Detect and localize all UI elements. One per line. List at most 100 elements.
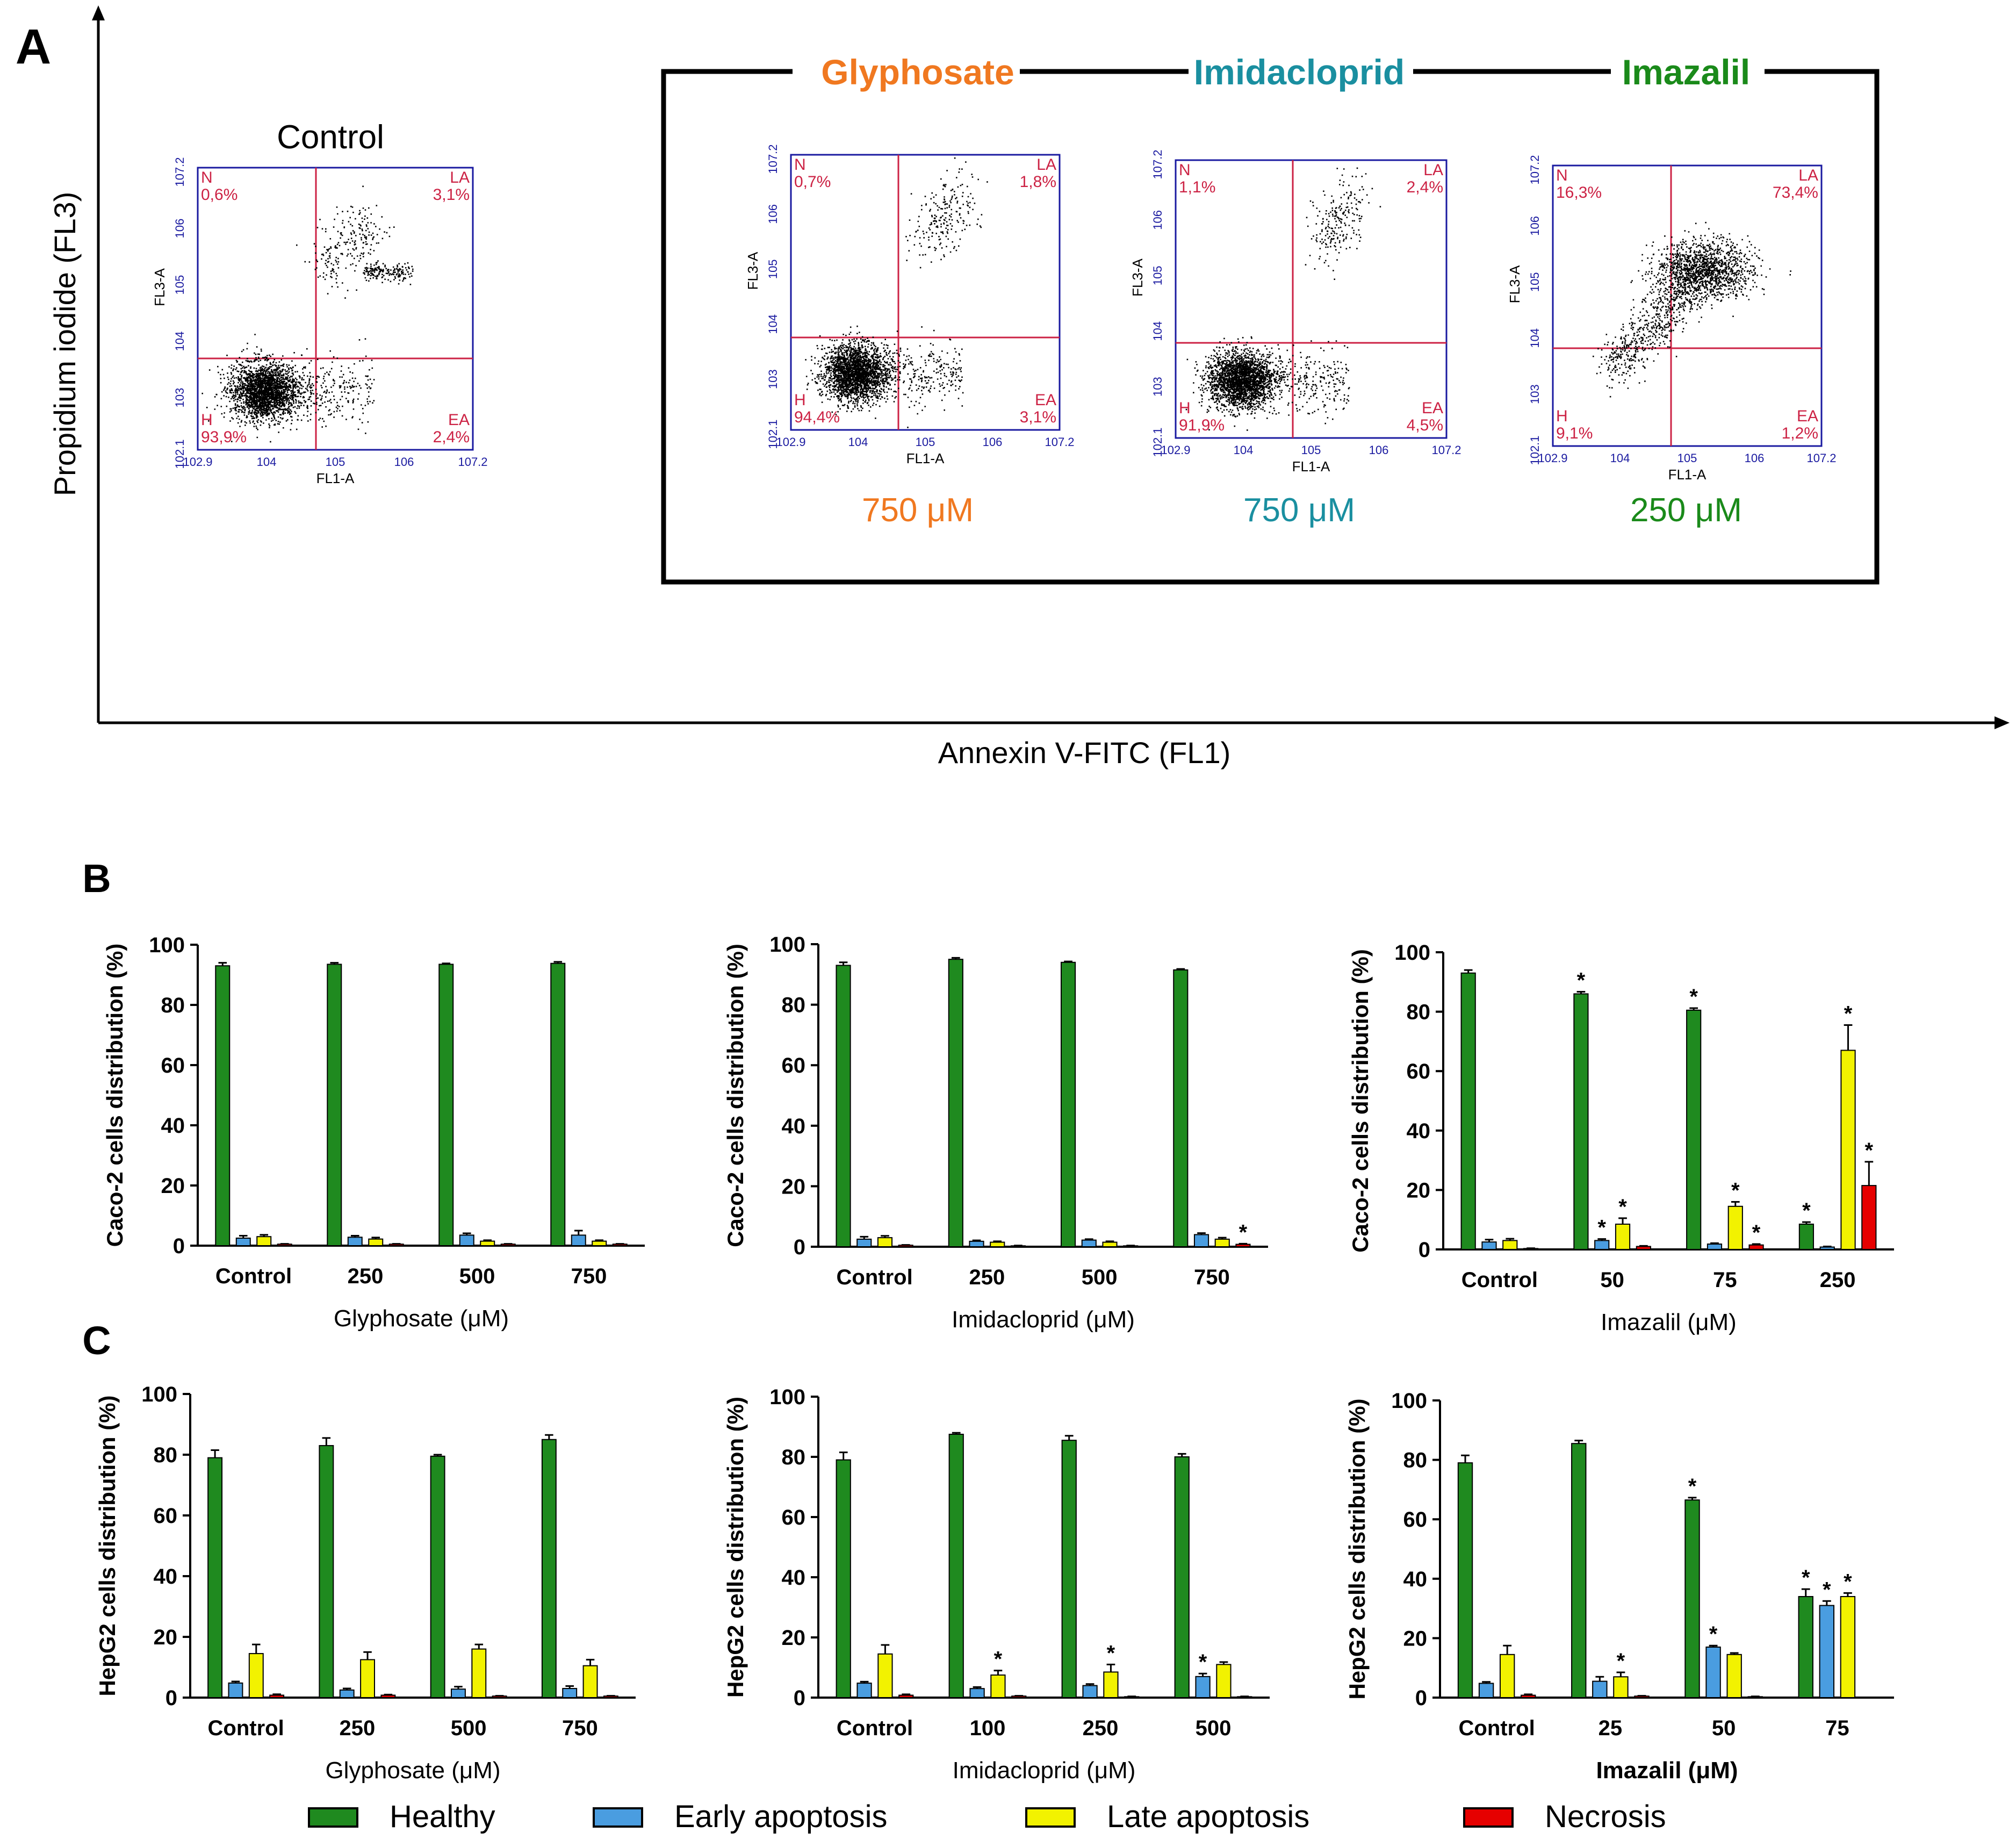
bar-chart-b-3: 0 20 40 60 80 100 Caco-2 cells distribution (%… [1348,941,1894,1335]
error-bar [462,1232,471,1235]
x-category-label: 250 [969,1266,1005,1289]
error-bar [231,1680,240,1683]
x-category-label: 75 [1713,1268,1737,1292]
error-bar [1197,1232,1206,1235]
x-category-label: 500 [1196,1716,1232,1740]
error-bar [1461,1454,1470,1463]
bar-healthy [1571,1443,1587,1699]
error-bar [951,957,960,960]
x-category-label: 100 [970,1716,1006,1740]
bar-healthy [1173,969,1189,1247]
y-tick-label: 80 [782,1446,806,1469]
flow-frame [1552,164,1823,447]
bar-healthy [327,964,342,1246]
flow-x-tick-label: 105 [1301,443,1321,457]
flow-y-tick-label: 105 [1151,265,1164,285]
bar-late-apoptosis [990,1241,1005,1247]
error-bar [952,1432,961,1434]
error-bar [1689,1007,1698,1010]
bar-late-apoptosis [1727,1205,1743,1250]
x-category-label: Control [1461,1268,1538,1292]
error-bar [330,962,339,965]
bar-healthy [836,1459,851,1699]
quadrant-value-n: 16,3% [1556,184,1602,202]
error-bar [1527,1247,1535,1249]
error-bar [565,1685,574,1689]
bar-late-apoptosis [990,1674,1006,1698]
quadrant-label-n: N [1179,161,1191,179]
flow-concentration-imazalil: 250 μM [1630,492,1742,529]
error-bar [322,1437,331,1446]
flow-x-tick-label: 107.2 [1806,451,1836,465]
bar-chart-c-1: 0 20 40 60 80 100 HepG2 cells distribution (%)… [95,1383,636,1784]
bar-healthy [948,959,963,1247]
x-category-label: 75 [1825,1716,1849,1740]
flow-y-tick-label: 107.2 [1528,155,1542,184]
y-tick-label: 100 [1394,941,1430,965]
error-bar [901,1244,910,1246]
error-bar [483,1239,492,1241]
y-tick-label: 80 [1403,1449,1428,1472]
significance-star: * [1618,1195,1627,1219]
error-bar [260,1234,269,1237]
x-axis-label: Imazalil (μM) [1596,1757,1738,1784]
bar-early-apoptosis [339,1689,355,1698]
quadrant-value-n: 0,6% [201,186,237,204]
bar-late-apoptosis [368,1238,384,1246]
flow-events [805,157,988,428]
flow-x-tick-label: 104 [1234,443,1254,457]
bar-early-apoptosis [969,1688,985,1698]
flow-x-tick-label: 104 [848,435,868,449]
quadrant-label-ea: EA [448,411,470,429]
flow-x-tick-label: 105 [326,455,345,469]
bar-healthy [438,964,454,1246]
legend-swatch-healthy [308,1807,358,1828]
significance-star: * [1709,1622,1718,1646]
legend-label-late-apoptosis: Late apoptosis [1107,1799,1309,1834]
treatment-box [661,69,1880,585]
flow-x-tick-label: 102.9 [776,435,805,449]
bar-healthy [215,965,231,1246]
significance-star: * [1802,1199,1811,1223]
error-bar [1576,991,1586,994]
quadrant-value-ea: 2,4% [433,428,470,446]
quadrant-label-h: H [1179,399,1191,417]
bar-early-apoptosis [1481,1241,1497,1251]
bar-late-apoptosis [1216,1664,1232,1698]
quadrant-value-h: 91,9% [1179,416,1225,434]
bar-necrosis [1636,1246,1651,1250]
flow-x-axis-label: FL1-A [906,450,945,466]
error-bar [1864,1161,1874,1186]
y-tick-label: 40 [161,1114,185,1138]
significance-star: * [1865,1139,1874,1162]
significance-star: * [1752,1221,1761,1245]
error-bar [1506,1238,1515,1241]
flow-y-axis-label: FL3-A [745,251,761,290]
y-tick-label: 100 [149,933,185,957]
error-bar [1844,1024,1853,1051]
flow-x-tick-label: 102.9 [183,455,212,469]
significance-star: * [1577,969,1586,993]
bar-early-apoptosis [969,1240,984,1247]
flow-y-tick-label: 104 [1528,328,1542,348]
error-bar [615,1243,624,1245]
y-tick-label: 60 [1407,1060,1431,1083]
flow-x-tick-label: 105 [1677,451,1697,465]
flow-events [1185,167,1381,431]
error-bar [1014,1695,1024,1697]
y-tick-label: 40 [782,1566,806,1590]
x-category-label: 750 [1194,1266,1230,1289]
error-bar [1085,1683,1095,1686]
flow-plot-glyphosate: Glyphosate 750 μM N0,7% LA1,8% H94,4% EA3,1% 1… [745,52,1075,529]
error-bar [454,1686,463,1690]
bar-late-apoptosis [1102,1241,1118,1247]
bar-early-apoptosis [1081,1239,1097,1248]
y-axis-label: Caco-2 cells distribution (%) [723,944,748,1247]
flow-x-tick-label: 106 [1369,443,1389,457]
bar-late-apoptosis [480,1240,495,1247]
bar-early-apoptosis [856,1238,872,1248]
y-axis-label: HepG2 cells distribution (%) [723,1397,748,1698]
y-tick-label: 20 [782,1626,806,1650]
flow-concentration-glyphosate: 750 μM [862,492,974,529]
bar-late-apoptosis [1499,1654,1515,1698]
